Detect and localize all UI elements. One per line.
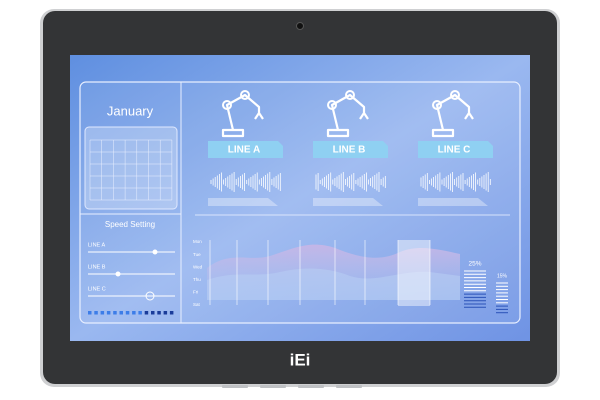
calendar-month: January: [107, 103, 154, 118]
line-tab: [313, 141, 388, 158]
level-dot: [125, 311, 130, 315]
percent-label: 25%: [468, 261, 481, 268]
tab-base: [208, 198, 278, 206]
line-tab: [418, 141, 493, 158]
highlight: [398, 240, 430, 306]
line-label: LINE A: [228, 145, 260, 156]
level-dot: [88, 311, 92, 315]
robot-joint: [327, 100, 337, 110]
slider-label: LINE A: [88, 242, 105, 248]
level-dot: [144, 311, 149, 315]
percent-label: 15%: [497, 273, 508, 279]
robot-joint: [222, 100, 232, 110]
level-dot: [138, 311, 142, 315]
buttons: [222, 385, 362, 388]
level-dot: [151, 311, 155, 315]
level-dot: [94, 311, 98, 315]
dynamic: LINE A LINE B LINE C LINE A LINE B LINE C Mon T…: [88, 90, 508, 315]
line-label: LINE C: [438, 145, 471, 156]
robot-joint: [240, 90, 250, 100]
level-dot: [157, 311, 161, 315]
slider-label: LINE C: [88, 286, 106, 292]
day-label: Sat: [193, 302, 201, 307]
level-dot: [163, 311, 168, 315]
robot-joint: [432, 100, 442, 110]
day-label: Mon: [193, 239, 202, 244]
day-label: Tue: [193, 252, 201, 257]
slider-label: LINE B: [88, 264, 106, 270]
slider-knob[interactable]: [152, 249, 158, 255]
robot-arm: [326, 93, 369, 138]
level-dot: [169, 311, 174, 315]
slider-knob[interactable]: [145, 291, 155, 301]
level-dot: [119, 311, 123, 315]
calendar: [84, 126, 178, 210]
tab-base: [313, 198, 383, 206]
day-label: Wed: [193, 264, 203, 269]
level-dot: [113, 311, 117, 315]
robot-joint: [345, 90, 355, 100]
robot-arm: [221, 93, 264, 138]
robot-arm: [431, 93, 474, 138]
line-tab: [208, 141, 283, 158]
day-label: Fri: [193, 290, 198, 295]
day-label: Thu: [193, 277, 201, 282]
robot-joint: [450, 90, 460, 100]
level-dot: [106, 311, 111, 315]
camera: [296, 22, 304, 30]
level-dot: [132, 311, 136, 315]
brand-logo: iEi: [290, 350, 311, 369]
level-dot: [100, 311, 105, 315]
wave-area: [207, 268, 460, 300]
speed-title: Speed Setting: [105, 220, 155, 229]
slider-knob[interactable]: [115, 271, 121, 277]
calendar-grid: [89, 139, 173, 201]
tab-base: [418, 198, 488, 206]
line-label: LINE B: [333, 145, 366, 156]
